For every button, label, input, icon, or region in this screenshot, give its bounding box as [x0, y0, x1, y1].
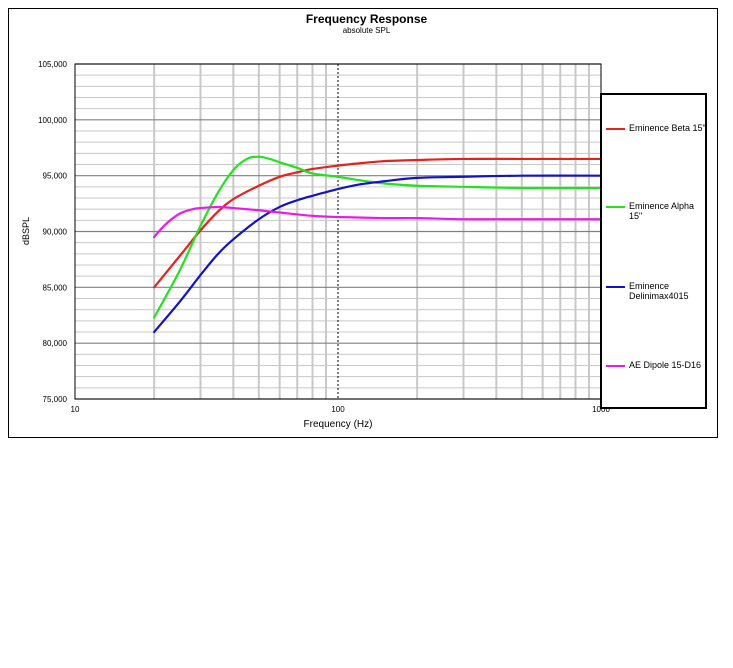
y-tick-label: 80,000 [43, 339, 68, 348]
series-line [153, 155, 603, 319]
legend-swatch [606, 286, 625, 288]
y-tick-label: 100,000 [38, 116, 67, 125]
x-axis-label: Frequency (Hz) [303, 419, 373, 430]
legend-label: Eminence Delinimax4015 [629, 281, 689, 301]
y-axis-label: dBSPL [21, 216, 31, 246]
x-tick-label: 10 [71, 405, 80, 414]
legend-item: Eminence Alpha 15" [606, 201, 706, 221]
y-tick-label: 105,000 [38, 60, 67, 69]
legend-label: AE Dipole 15-D16 [629, 360, 702, 370]
legend-item: Eminence Delinimax4015 [606, 281, 706, 301]
legend-swatch [606, 128, 625, 130]
y-tick-label: 95,000 [43, 172, 68, 181]
legend: Eminence Beta 15" Eminence Alpha 15" Emi… [600, 93, 707, 409]
legend-label: Eminence Alpha 15" [629, 201, 695, 221]
y-tick-label: 85,000 [43, 283, 68, 292]
chart-title: Frequency Response [305, 12, 428, 26]
y-tick-label: 90,000 [43, 228, 68, 237]
legend-item: AE Dipole 15-D16 [606, 360, 706, 370]
legend-label: Eminence Beta 15" [629, 123, 706, 133]
x-tick-label: 1000 [592, 405, 610, 414]
y-tick-label: 75,000 [43, 395, 68, 404]
series-line [153, 205, 603, 239]
legend-swatch [606, 206, 625, 208]
legend-item: Eminence Beta 15" [606, 123, 706, 133]
series-line [153, 174, 603, 334]
chart-subtitle: absolute SPL [342, 26, 391, 35]
x-tick-label: 100 [331, 405, 345, 414]
legend-swatch [606, 365, 625, 367]
